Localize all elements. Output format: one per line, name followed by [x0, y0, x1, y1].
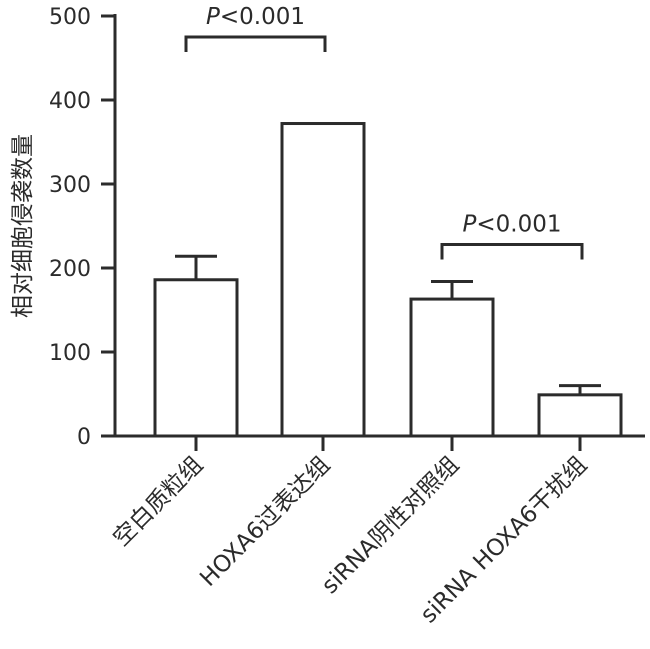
- y-axis-label: 相对细胞侵袭数量: [10, 134, 36, 318]
- y-tick-label: 300: [49, 173, 91, 198]
- y-tick-label: 400: [49, 89, 91, 114]
- y-tick-label: 100: [49, 341, 91, 366]
- p-value: <0.001: [476, 211, 561, 237]
- y-tick-label: 500: [49, 5, 91, 30]
- bar: [537, 393, 623, 438]
- bar: [409, 297, 495, 438]
- p-symbol: P: [206, 4, 220, 30]
- x-tick-label: HOXA6过表达组: [195, 452, 335, 592]
- significance-label: P<0.001: [206, 4, 305, 30]
- bar: [280, 122, 366, 438]
- significance-bracket: [184, 35, 327, 52]
- significance-bracket: [440, 242, 584, 260]
- p-symbol: P: [463, 211, 477, 237]
- y-tick-label: 0: [77, 425, 91, 450]
- x-tick-label: siRNA阴性对照组: [317, 452, 464, 599]
- bar: [153, 278, 239, 438]
- significance-label: P<0.001: [463, 211, 562, 237]
- x-tick-label: 空白质粒组: [109, 452, 209, 552]
- y-tick-label: 200: [49, 257, 91, 282]
- p-value: <0.001: [220, 4, 305, 30]
